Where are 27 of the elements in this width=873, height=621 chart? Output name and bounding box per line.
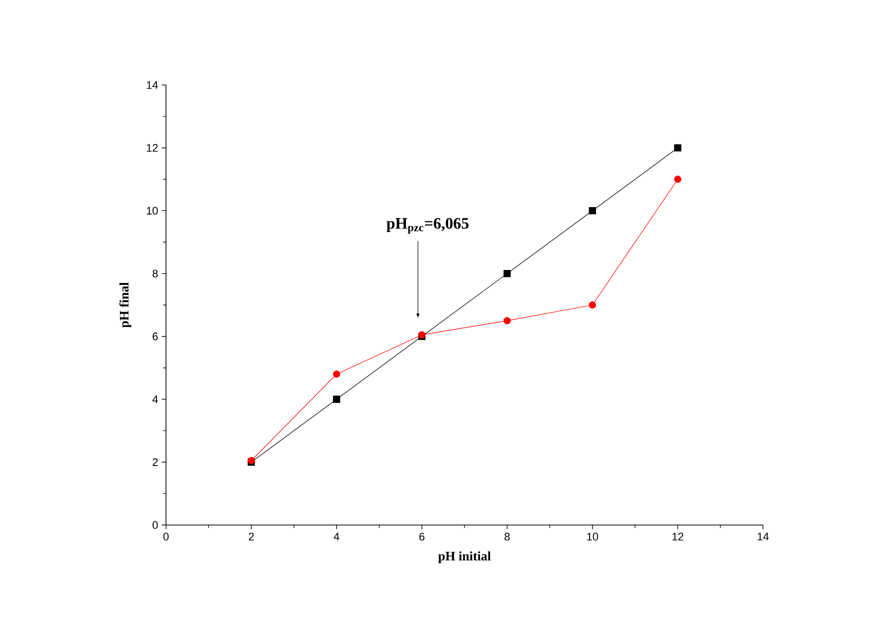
- x-tick-label: 2: [248, 532, 254, 540]
- y-axis-title: pH final: [119, 282, 132, 328]
- y-tick-label: 8: [152, 270, 158, 278]
- y-tick-label: 0: [152, 521, 158, 529]
- y-tick-label: 4: [152, 396, 158, 404]
- point: [588, 301, 596, 309]
- x-tick-label: 6: [419, 532, 424, 541]
- y-tick-label: 10: [146, 206, 158, 215]
- point: [332, 370, 340, 378]
- point: [504, 317, 511, 324]
- point: [674, 144, 682, 152]
- y-tick-label: 2: [152, 458, 158, 466]
- y-tick-label: 6: [152, 332, 158, 340]
- point: [504, 270, 511, 278]
- x-tick-label: 12: [672, 532, 684, 540]
- x-axis-title: pH initial: [438, 551, 491, 564]
- x-tick-label: 14: [758, 532, 769, 540]
- x-tick-label: 8: [504, 532, 510, 541]
- y-tick-label: 14: [146, 81, 158, 89]
- y-tick-label: 12: [146, 144, 158, 152]
- point: [332, 396, 340, 403]
- point: [674, 176, 682, 183]
- annotation: pH$_{pzc}$=6,065: [386, 218, 469, 234]
- x-tick-label: 10: [587, 532, 598, 541]
- x-tick-label: 0: [163, 532, 169, 541]
- point: [588, 207, 596, 214]
- x-tick-label: 4: [334, 532, 340, 540]
